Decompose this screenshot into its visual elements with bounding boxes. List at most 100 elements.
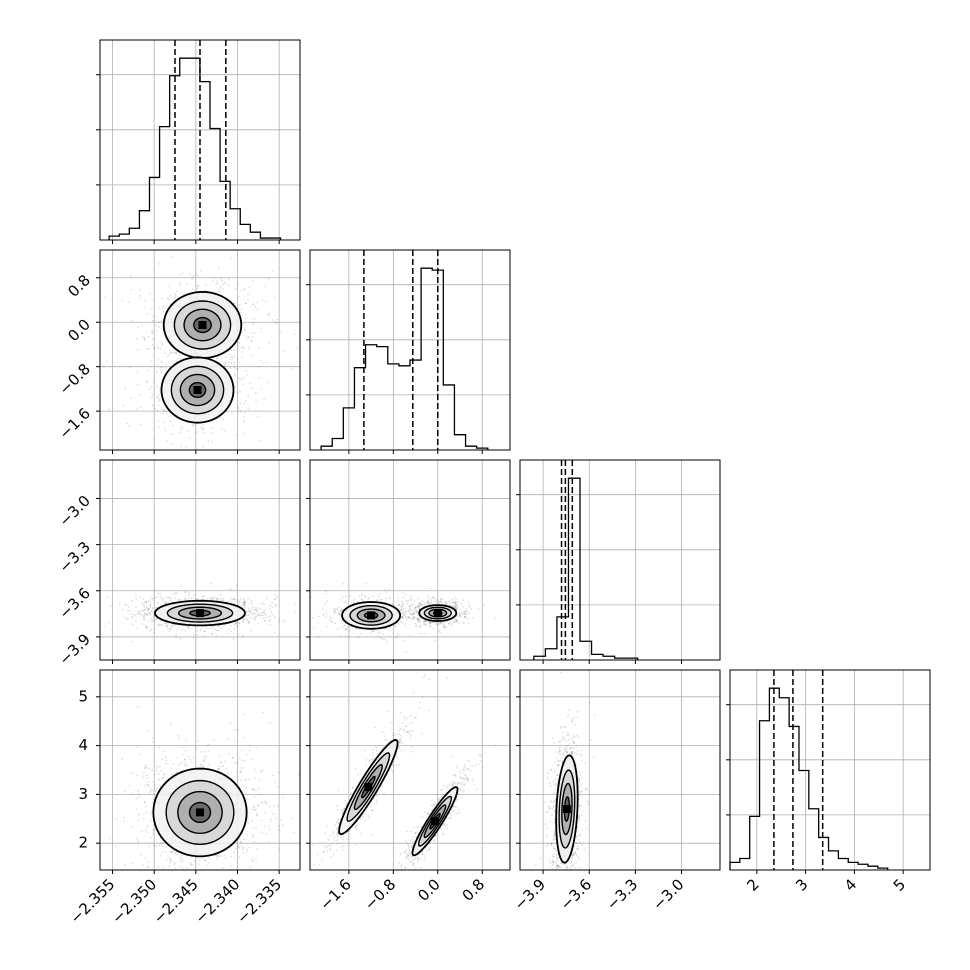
sample-point xyxy=(156,396,158,399)
sample-point xyxy=(159,854,162,857)
sample-point xyxy=(146,627,148,630)
sample-point xyxy=(405,600,407,602)
sample-point xyxy=(238,622,241,624)
sample-point xyxy=(240,347,243,349)
sample-point xyxy=(248,778,250,780)
sample-point xyxy=(184,598,187,601)
sample-point xyxy=(76,775,78,777)
sample-point xyxy=(234,288,237,290)
sample-point xyxy=(130,613,133,615)
sample-point xyxy=(180,427,183,430)
sample-point xyxy=(222,765,225,767)
sample-point xyxy=(142,598,145,601)
sample-point xyxy=(200,750,203,753)
sample-point xyxy=(158,624,161,626)
sample-point xyxy=(243,838,245,841)
sample-point xyxy=(250,758,253,761)
sample-point xyxy=(242,619,245,622)
sample-point xyxy=(239,311,242,313)
sample-point xyxy=(268,828,271,831)
sample-point xyxy=(160,885,162,887)
sample-point xyxy=(215,634,218,637)
sample-point xyxy=(474,764,477,767)
sample-point xyxy=(150,811,152,813)
sample-point xyxy=(230,257,233,260)
sample-point xyxy=(404,608,406,610)
sample-point xyxy=(458,612,461,614)
sample-point xyxy=(382,633,385,636)
sample-point xyxy=(161,361,164,364)
sample-point xyxy=(423,619,425,622)
sample-point xyxy=(136,371,139,374)
sample-point xyxy=(230,362,232,364)
sample-point xyxy=(348,630,351,632)
sample-point xyxy=(282,619,284,621)
sample-point xyxy=(264,300,267,303)
sample-point xyxy=(251,332,253,334)
sample-point xyxy=(136,612,139,615)
sample-point xyxy=(233,349,235,352)
sample-point xyxy=(465,610,467,612)
sample-point xyxy=(179,873,181,875)
sample-point xyxy=(183,764,186,767)
sample-point xyxy=(395,604,398,607)
sample-point xyxy=(361,886,363,888)
sample-point xyxy=(401,616,404,618)
sample-point xyxy=(264,811,266,814)
sample-point xyxy=(167,627,169,630)
sample-point xyxy=(156,346,159,348)
sample-point xyxy=(423,603,426,606)
sample-point xyxy=(234,740,236,743)
sample-point xyxy=(226,772,229,775)
sample-point xyxy=(402,607,404,610)
sample-point xyxy=(175,876,177,878)
sample-point xyxy=(249,617,252,619)
sample-point xyxy=(124,604,127,606)
sample-point xyxy=(235,599,238,602)
sample-point xyxy=(430,597,432,600)
sample-point xyxy=(153,347,156,349)
sample-point xyxy=(411,617,413,620)
sample-point xyxy=(429,624,432,627)
sample-point xyxy=(145,600,148,603)
sample-point xyxy=(238,377,241,380)
panel-frame xyxy=(99,249,301,451)
sample-point xyxy=(228,278,231,281)
sample-point xyxy=(235,623,238,626)
sample-point xyxy=(383,638,386,641)
sample-point xyxy=(383,589,386,592)
sample-point xyxy=(121,299,124,302)
panel-1-3 xyxy=(306,669,511,888)
sample-point xyxy=(147,369,150,372)
sample-point xyxy=(157,779,160,782)
sample-point xyxy=(146,831,149,834)
sample-point xyxy=(223,854,226,856)
sample-point xyxy=(243,600,246,603)
sample-point xyxy=(258,872,260,874)
panel-frame xyxy=(99,39,301,241)
sample-point xyxy=(141,336,144,338)
sample-point xyxy=(246,614,249,617)
sample-point xyxy=(139,753,142,756)
sample-point xyxy=(219,285,222,288)
sample-point xyxy=(247,346,250,349)
sample-point xyxy=(352,601,355,604)
sample-point xyxy=(222,600,225,602)
sample-point xyxy=(448,602,451,604)
sample-point xyxy=(153,829,155,832)
sample-point xyxy=(178,599,181,601)
sample-point xyxy=(224,356,227,358)
sample-point xyxy=(224,856,227,859)
sample-point xyxy=(255,399,258,401)
sample-point xyxy=(173,863,176,866)
sample-point xyxy=(152,344,154,346)
sample-point xyxy=(476,788,479,791)
density-peak xyxy=(196,609,204,618)
sample-point xyxy=(165,410,168,413)
sample-point xyxy=(244,605,247,608)
sample-point xyxy=(236,761,239,764)
sample-point xyxy=(240,845,243,848)
sample-point xyxy=(217,768,220,771)
sample-point xyxy=(263,620,266,622)
sample-point xyxy=(144,857,147,859)
